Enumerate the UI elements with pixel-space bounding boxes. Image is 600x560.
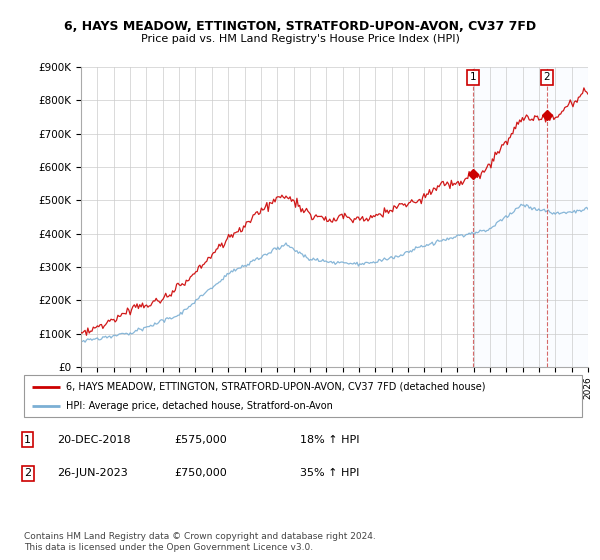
Text: Contains HM Land Registry data © Crown copyright and database right 2024.
This d: Contains HM Land Registry data © Crown c… — [24, 532, 376, 552]
Text: 18% ↑ HPI: 18% ↑ HPI — [300, 435, 359, 445]
Bar — [473, 67, 588, 367]
Text: 6, HAYS MEADOW, ETTINGTON, STRATFORD-UPON-AVON, CV37 7FD: 6, HAYS MEADOW, ETTINGTON, STRATFORD-UPO… — [64, 20, 536, 32]
FancyBboxPatch shape — [24, 375, 582, 417]
Text: £575,000: £575,000 — [174, 435, 227, 445]
Text: Price paid vs. HM Land Registry's House Price Index (HPI): Price paid vs. HM Land Registry's House … — [140, 34, 460, 44]
Text: 1: 1 — [24, 435, 31, 445]
Text: 35% ↑ HPI: 35% ↑ HPI — [300, 468, 359, 478]
Text: 6, HAYS MEADOW, ETTINGTON, STRATFORD-UPON-AVON, CV37 7FD (detached house): 6, HAYS MEADOW, ETTINGTON, STRATFORD-UPO… — [66, 381, 485, 391]
Text: HPI: Average price, detached house, Stratford-on-Avon: HPI: Average price, detached house, Stra… — [66, 401, 333, 411]
Text: 20-DEC-2018: 20-DEC-2018 — [57, 435, 131, 445]
Text: £750,000: £750,000 — [174, 468, 227, 478]
Text: 1: 1 — [470, 72, 476, 82]
Text: 26-JUN-2023: 26-JUN-2023 — [57, 468, 128, 478]
Text: 2: 2 — [24, 468, 31, 478]
Text: 2: 2 — [544, 72, 550, 82]
